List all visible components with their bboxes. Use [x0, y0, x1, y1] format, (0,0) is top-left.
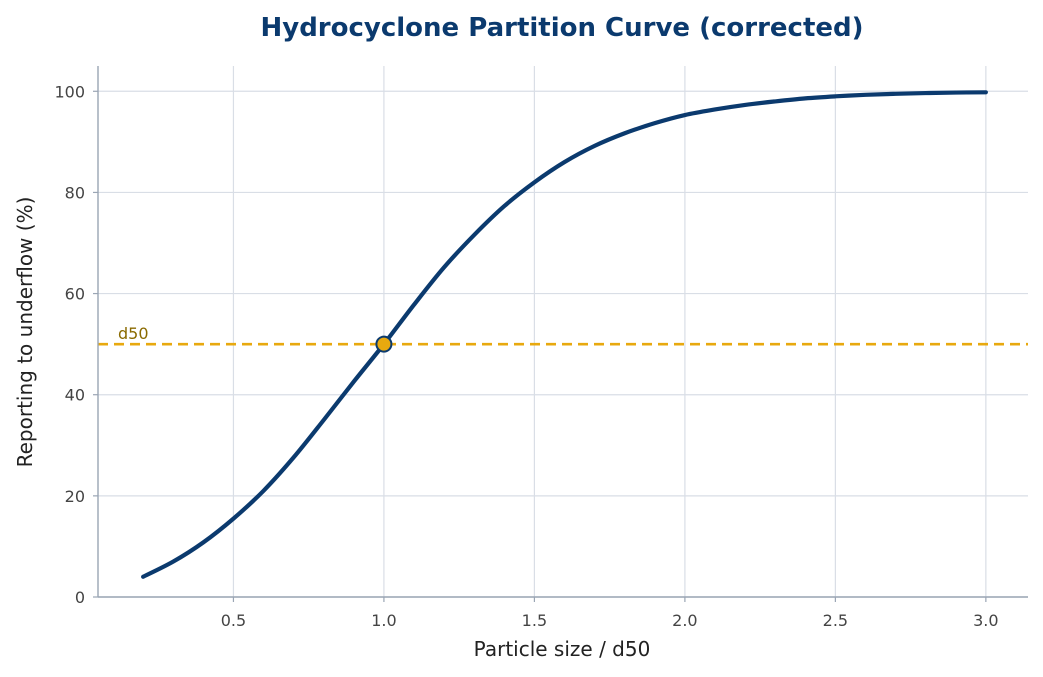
y-tick-label: 0	[75, 588, 85, 607]
series-group	[141, 90, 988, 579]
x-tick-label: 3.0	[973, 611, 998, 630]
x-tick-label: 2.0	[672, 611, 697, 630]
y-tick-label: 20	[65, 487, 85, 506]
d50-reference-label: d50	[118, 324, 149, 343]
partition-curve-line	[141, 90, 988, 579]
x-axis-label: Particle size / d50	[474, 637, 651, 661]
reference-line-group: d50	[98, 324, 1028, 346]
x-tick-label: 1.0	[371, 611, 396, 630]
tick-labels: 0.5 1.0 1.5 2.0 2.5 3.0 0 20 40 60 80 100	[54, 82, 998, 630]
axes	[93, 66, 1028, 602]
y-axis-label: Reporting to underflow (%)	[13, 197, 37, 468]
chart-title: Hydrocyclone Partition Curve (corrected)	[260, 13, 863, 43]
y-tick-label: 80	[65, 183, 85, 202]
y-tick-label: 100	[54, 82, 85, 101]
x-tick-label: 1.5	[522, 611, 547, 630]
d50-marker-point	[375, 335, 393, 353]
x-tick-label: 2.5	[823, 611, 848, 630]
y-tick-label: 40	[65, 386, 85, 405]
x-tick-label: 0.5	[221, 611, 246, 630]
y-tick-label: 60	[65, 285, 85, 304]
